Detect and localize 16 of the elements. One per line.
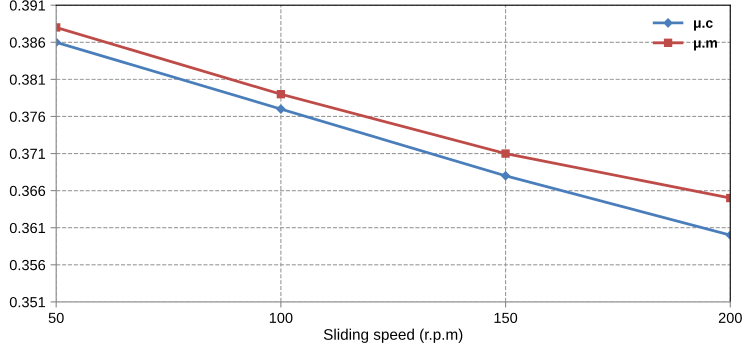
x-tick-label: 50 bbox=[48, 312, 64, 324]
x-tick-label: 150 bbox=[494, 312, 518, 324]
y-tick-label: 0.361 bbox=[10, 222, 46, 234]
y-tick-label: 0.371 bbox=[10, 148, 46, 159]
x-tick-label: 200 bbox=[718, 312, 742, 324]
y-tick-label: 0.386 bbox=[10, 37, 46, 48]
x-axis-title: Sliding speed (r.p.m) bbox=[324, 328, 462, 343]
y-tick-label: 0.356 bbox=[10, 260, 46, 270]
x-tick-label: 100 bbox=[270, 312, 292, 324]
y-tick-label: 0.381 bbox=[10, 74, 46, 85]
y-tick-label: 0.376 bbox=[10, 112, 46, 122]
y-tick-label: 0.366 bbox=[10, 186, 46, 196]
y-tick-label: 0.391 bbox=[10, 0, 46, 11]
legend-label: μ.m bbox=[694, 40, 717, 50]
y-tick-label: 0.351 bbox=[10, 296, 46, 308]
legend-label: μ.c bbox=[694, 20, 713, 31]
